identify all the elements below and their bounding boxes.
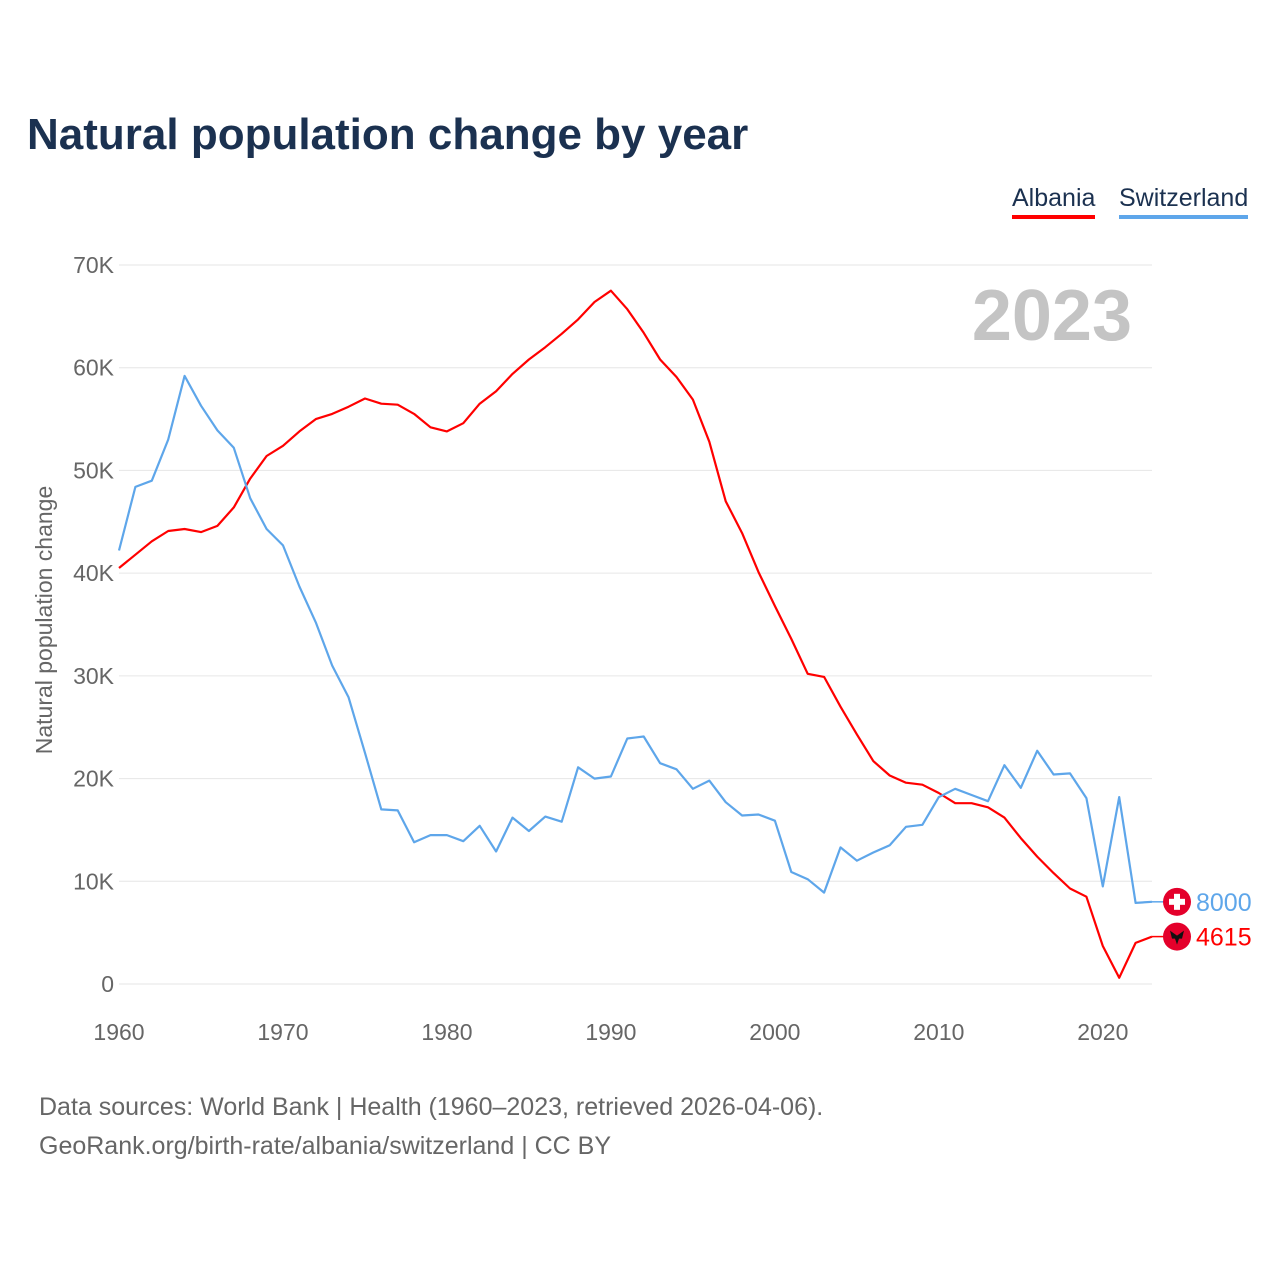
y-tick-label: 50K: [73, 457, 115, 483]
x-tick-label: 1960: [93, 1019, 144, 1045]
series-line-switzerland[interactable]: [117, 374, 1153, 905]
x-tick-label: 1970: [257, 1019, 308, 1045]
y-tick-label: 0: [101, 971, 114, 997]
y-tick-label: 30K: [73, 663, 115, 689]
x-tick-label: 2020: [1077, 1019, 1128, 1045]
legend-switzerland[interactable]: Switzerland: [1119, 184, 1249, 219]
x-tick-label: 1980: [421, 1019, 472, 1045]
footer: Data sources: World Bank | Health (1960–…: [39, 1088, 823, 1166]
x-tick-label: 1990: [585, 1019, 636, 1045]
y-tick-label: 70K: [73, 252, 115, 278]
x-tick-label: 2010: [913, 1019, 964, 1045]
y-tick-label: 20K: [73, 766, 115, 792]
y-axis-label: Natural population change: [31, 486, 57, 755]
x-tick-label: 2000: [749, 1019, 800, 1045]
switzerland-flag-icon: [1163, 887, 1191, 916]
chart-title: Natural population change by year: [27, 110, 749, 159]
end-value-label: 8000: [1196, 889, 1252, 917]
y-tick-label: 40K: [73, 560, 115, 586]
y-tick-label: 10K: [73, 868, 115, 894]
series-line-albania[interactable]: [118, 289, 1153, 979]
legend-albania[interactable]: Albania: [1012, 184, 1096, 219]
y-tick-label: 60K: [73, 355, 115, 381]
end-value-label: 4615: [1196, 924, 1252, 952]
footer-sources: Data sources: World Bank | Health (1960–…: [39, 1093, 824, 1121]
footer-link[interactable]: GeoRank.org/birth-rate/albania/switzerla…: [39, 1132, 612, 1160]
albania-flag-icon: [1163, 922, 1191, 951]
year-watermark: 2023: [972, 276, 1132, 356]
